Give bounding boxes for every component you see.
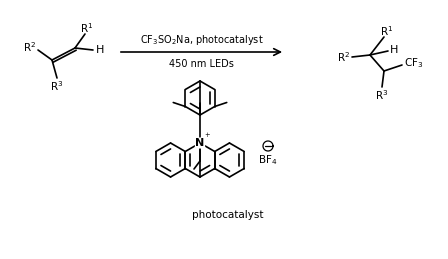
Text: R$^3$: R$^3$ (375, 88, 389, 102)
Text: H: H (96, 45, 104, 55)
Text: R$^1$: R$^1$ (380, 24, 394, 38)
Text: BF$_4$: BF$_4$ (258, 153, 278, 167)
Text: R$^3$: R$^3$ (50, 79, 64, 93)
Text: H: H (390, 45, 398, 55)
Text: R$^2$: R$^2$ (23, 40, 37, 54)
Text: 450 nm LEDs: 450 nm LEDs (169, 59, 234, 69)
Text: R$^2$: R$^2$ (337, 50, 351, 64)
Text: CF$_3$SO$_2$Na, photocatalyst: CF$_3$SO$_2$Na, photocatalyst (140, 33, 263, 47)
Text: photocatalyst: photocatalyst (192, 210, 264, 220)
Text: CF$_3$: CF$_3$ (404, 56, 424, 70)
Text: R$^1$: R$^1$ (80, 21, 94, 35)
Text: N: N (195, 138, 205, 148)
Text: $^+$: $^+$ (203, 132, 211, 142)
